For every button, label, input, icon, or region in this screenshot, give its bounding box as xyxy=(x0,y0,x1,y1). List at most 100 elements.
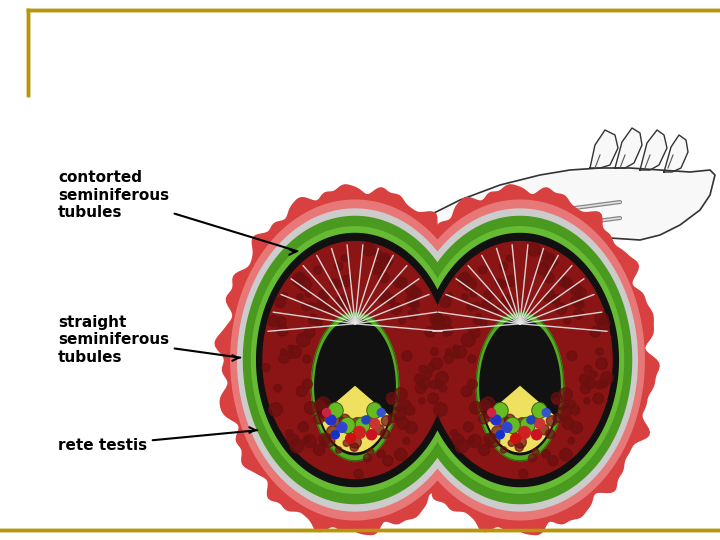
Polygon shape xyxy=(416,227,624,493)
Circle shape xyxy=(535,418,544,429)
Circle shape xyxy=(546,429,554,438)
Circle shape xyxy=(269,403,282,416)
Circle shape xyxy=(486,408,499,422)
Polygon shape xyxy=(215,185,494,535)
Circle shape xyxy=(419,398,425,404)
Circle shape xyxy=(562,417,574,429)
Circle shape xyxy=(415,374,425,384)
Circle shape xyxy=(349,436,361,448)
Circle shape xyxy=(287,434,300,446)
Circle shape xyxy=(584,377,595,389)
Circle shape xyxy=(444,354,454,363)
Circle shape xyxy=(334,262,343,270)
Circle shape xyxy=(480,320,487,327)
Circle shape xyxy=(402,351,412,361)
Circle shape xyxy=(590,327,600,337)
Circle shape xyxy=(501,295,515,309)
Circle shape xyxy=(313,444,325,456)
Circle shape xyxy=(343,440,350,447)
Polygon shape xyxy=(263,241,447,478)
Circle shape xyxy=(415,383,426,394)
Circle shape xyxy=(302,302,310,310)
Circle shape xyxy=(539,424,549,435)
Circle shape xyxy=(350,443,359,451)
Circle shape xyxy=(262,363,270,372)
Circle shape xyxy=(402,400,410,408)
Circle shape xyxy=(419,377,430,389)
Circle shape xyxy=(393,401,402,410)
Circle shape xyxy=(458,273,470,286)
Circle shape xyxy=(317,300,328,311)
Circle shape xyxy=(377,409,385,416)
Circle shape xyxy=(573,309,583,320)
Circle shape xyxy=(393,276,404,287)
Circle shape xyxy=(584,398,590,404)
Polygon shape xyxy=(590,130,618,168)
Circle shape xyxy=(567,351,577,361)
Circle shape xyxy=(314,414,324,424)
Circle shape xyxy=(268,315,279,327)
Circle shape xyxy=(377,450,385,458)
Circle shape xyxy=(394,388,408,401)
Ellipse shape xyxy=(505,417,521,434)
Circle shape xyxy=(536,263,548,274)
Circle shape xyxy=(333,415,344,427)
Circle shape xyxy=(484,289,494,300)
Circle shape xyxy=(382,416,392,426)
Circle shape xyxy=(316,397,330,410)
Circle shape xyxy=(562,277,572,287)
Circle shape xyxy=(428,393,438,404)
Circle shape xyxy=(369,418,379,429)
Circle shape xyxy=(297,277,312,291)
Circle shape xyxy=(527,416,535,424)
Circle shape xyxy=(495,279,503,286)
Circle shape xyxy=(425,371,432,378)
Circle shape xyxy=(506,275,517,287)
Circle shape xyxy=(431,358,442,369)
Circle shape xyxy=(302,379,312,389)
Circle shape xyxy=(323,409,330,416)
Circle shape xyxy=(308,317,315,324)
Circle shape xyxy=(467,302,475,310)
Circle shape xyxy=(593,393,603,404)
Circle shape xyxy=(474,302,480,309)
Circle shape xyxy=(319,289,329,300)
Circle shape xyxy=(302,355,311,363)
Circle shape xyxy=(559,388,572,401)
Polygon shape xyxy=(615,128,642,168)
Circle shape xyxy=(479,444,490,456)
Circle shape xyxy=(543,256,556,269)
Circle shape xyxy=(506,255,513,262)
Circle shape xyxy=(496,431,504,438)
Circle shape xyxy=(542,409,550,416)
Circle shape xyxy=(305,290,312,297)
Circle shape xyxy=(570,405,580,415)
Circle shape xyxy=(544,294,551,302)
Circle shape xyxy=(491,415,501,425)
Circle shape xyxy=(595,312,608,326)
Polygon shape xyxy=(315,319,395,455)
Circle shape xyxy=(328,306,335,313)
Circle shape xyxy=(397,281,405,288)
Circle shape xyxy=(460,272,470,282)
Circle shape xyxy=(276,316,286,327)
Circle shape xyxy=(532,449,539,455)
Circle shape xyxy=(378,256,391,269)
Circle shape xyxy=(531,414,540,422)
Circle shape xyxy=(364,454,372,462)
Circle shape xyxy=(298,422,308,432)
Circle shape xyxy=(504,414,515,425)
Circle shape xyxy=(482,397,495,410)
Polygon shape xyxy=(408,217,631,504)
Circle shape xyxy=(575,300,584,309)
Circle shape xyxy=(399,317,406,324)
Polygon shape xyxy=(396,200,644,520)
Circle shape xyxy=(442,325,453,336)
Ellipse shape xyxy=(355,417,370,434)
Circle shape xyxy=(314,266,322,274)
Circle shape xyxy=(288,345,294,351)
Circle shape xyxy=(395,448,407,461)
Circle shape xyxy=(441,316,451,327)
Circle shape xyxy=(309,302,315,309)
Circle shape xyxy=(492,426,503,438)
